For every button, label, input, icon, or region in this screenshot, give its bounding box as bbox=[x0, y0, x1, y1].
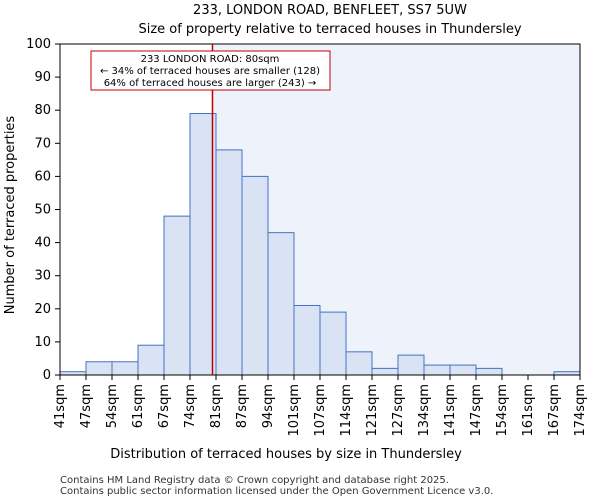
x-tick-label-54sqm: 54sqm bbox=[105, 384, 120, 428]
bar-74sqm bbox=[189, 113, 217, 376]
y-tick-label-90: 90 bbox=[34, 70, 51, 85]
y-tick-label-30: 30 bbox=[34, 269, 51, 284]
bar-114sqm bbox=[345, 351, 373, 376]
chart-title: 233, LONDON ROAD, BENFLEET, SS7 5UW bbox=[193, 3, 467, 18]
x-tick-label-174sqm: 174sqm bbox=[573, 384, 588, 437]
bar-67sqm bbox=[163, 215, 191, 376]
bar-47sqm bbox=[85, 361, 113, 376]
y-axis-label: Number of terraced properties bbox=[3, 116, 18, 315]
footer-line-1: Contains HM Land Registry data © Crown c… bbox=[60, 475, 449, 486]
bar-87sqm bbox=[241, 175, 269, 376]
plot-frame bbox=[59, 43, 581, 376]
x-tick-label-167sqm: 167sqm bbox=[547, 384, 562, 437]
bar-127sqm bbox=[397, 354, 425, 376]
bar-147sqm bbox=[475, 367, 503, 376]
x-tick-label-67sqm: 67sqm bbox=[157, 384, 172, 428]
y-tick-label-60: 60 bbox=[34, 169, 51, 184]
x-tick-label-107sqm: 107sqm bbox=[313, 384, 328, 437]
y-tick-label-40: 40 bbox=[34, 236, 51, 251]
x-tick-label-61sqm: 61sqm bbox=[131, 384, 146, 428]
bar-141sqm bbox=[449, 364, 477, 376]
x-tick-label-154sqm: 154sqm bbox=[495, 384, 510, 437]
annotation-line-2: ← 34% of terraced houses are smaller (12… bbox=[100, 66, 320, 77]
bar-61sqm bbox=[137, 344, 165, 376]
annotation-line-1: 233 LONDON ROAD: 80sqm bbox=[141, 54, 280, 65]
y-tick-label-70: 70 bbox=[34, 136, 51, 151]
chart-subtitle: Size of property relative to terraced ho… bbox=[138, 22, 521, 37]
y-tick-label-100: 100 bbox=[26, 37, 51, 52]
x-tick-label-87sqm: 87sqm bbox=[235, 384, 250, 428]
x-tick-label-114sqm: 114sqm bbox=[339, 384, 354, 437]
x-tick-label-41sqm: 41sqm bbox=[53, 384, 68, 428]
x-tick-label-134sqm: 134sqm bbox=[417, 384, 432, 437]
x-tick-label-121sqm: 121sqm bbox=[365, 384, 380, 437]
annotation-frame bbox=[90, 50, 331, 91]
y-tick-label-20: 20 bbox=[34, 302, 51, 317]
bar-134sqm bbox=[423, 364, 451, 376]
bar-107sqm bbox=[319, 311, 347, 376]
x-tick-label-74sqm: 74sqm bbox=[183, 384, 198, 428]
bar-94sqm bbox=[267, 232, 295, 376]
x-tick-label-94sqm: 94sqm bbox=[261, 384, 276, 428]
y-tick-label-50: 50 bbox=[34, 203, 51, 218]
bar-54sqm bbox=[111, 361, 139, 376]
x-tick-label-161sqm: 161sqm bbox=[521, 384, 536, 437]
x-axis-label: Distribution of terraced houses by size … bbox=[110, 447, 462, 462]
x-tick-label-141sqm: 141sqm bbox=[443, 384, 458, 437]
x-tick-label-47sqm: 47sqm bbox=[79, 384, 94, 428]
x-tick-label-147sqm: 147sqm bbox=[469, 384, 484, 437]
y-tick-label-80: 80 bbox=[34, 103, 51, 118]
annotation-box: 233 LONDON ROAD: 80sqm ← 34% of terraced… bbox=[90, 50, 331, 91]
x-tick-label-101sqm: 101sqm bbox=[287, 384, 302, 437]
bar-101sqm bbox=[293, 304, 321, 376]
bar-121sqm bbox=[371, 367, 399, 376]
x-tick-label-81sqm: 81sqm bbox=[209, 384, 224, 428]
y-tick-label-0: 0 bbox=[43, 368, 51, 383]
x-tick-label-127sqm: 127sqm bbox=[391, 384, 406, 437]
bar-81sqm bbox=[215, 149, 243, 376]
y-tick-label-10: 10 bbox=[34, 335, 51, 350]
footer-line-2: Contains public sector information licen… bbox=[60, 486, 493, 497]
annotation-line-3: 64% of terraced houses are larger (243) … bbox=[104, 78, 317, 89]
